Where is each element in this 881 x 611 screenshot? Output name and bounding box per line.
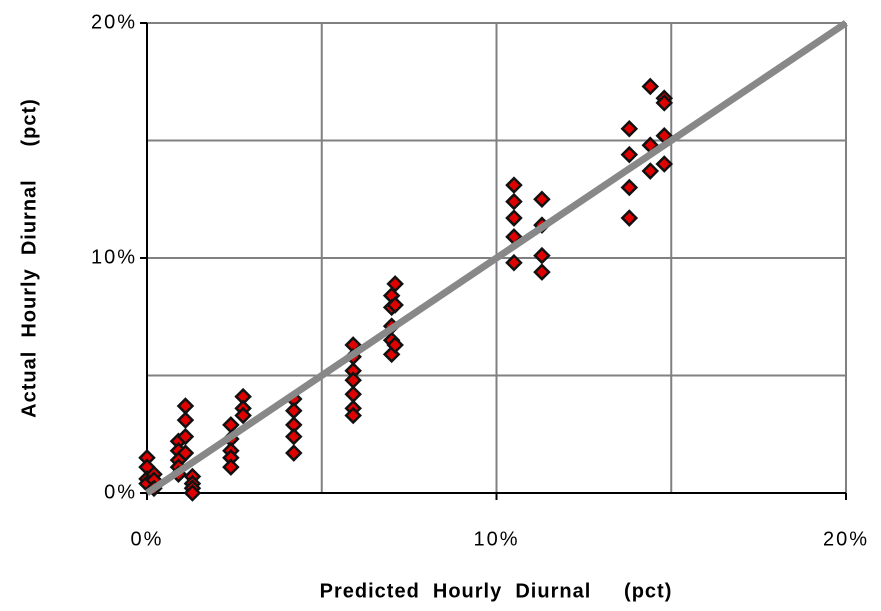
x-tick-label: 20% (823, 528, 869, 550)
y-axis-label: Actual Hourly Diurnal (pct) (18, 98, 40, 418)
point (183, 484, 202, 502)
point (620, 145, 639, 164)
point (234, 406, 252, 425)
point (505, 176, 523, 194)
point (176, 444, 195, 462)
point (533, 246, 551, 265)
point (533, 263, 551, 281)
point (222, 458, 240, 476)
point (620, 119, 639, 138)
point (285, 401, 303, 420)
x-tick-label: 0% (131, 528, 164, 550)
point (505, 253, 523, 272)
x-axis-label: Predicted Hourly Diurnal (pct) (320, 580, 673, 602)
y-tick-label: 20% (91, 11, 137, 33)
point (344, 406, 362, 425)
point (386, 296, 404, 314)
point (505, 192, 523, 211)
point (176, 397, 195, 415)
point (344, 385, 362, 404)
reference-line (145, 20, 848, 496)
point (386, 275, 404, 293)
x-tick-label: 10% (473, 528, 519, 550)
point (285, 427, 303, 446)
y-tick-label: 0% (104, 481, 137, 503)
point (620, 209, 639, 227)
point (641, 162, 660, 180)
point (505, 209, 523, 227)
point (285, 444, 303, 462)
point (533, 190, 551, 209)
point (655, 94, 674, 112)
point (620, 178, 639, 197)
point (176, 427, 195, 446)
point (176, 411, 195, 429)
point (386, 336, 404, 354)
point (641, 77, 660, 96)
y-tick-label: 10% (91, 246, 137, 268)
point (655, 155, 674, 173)
